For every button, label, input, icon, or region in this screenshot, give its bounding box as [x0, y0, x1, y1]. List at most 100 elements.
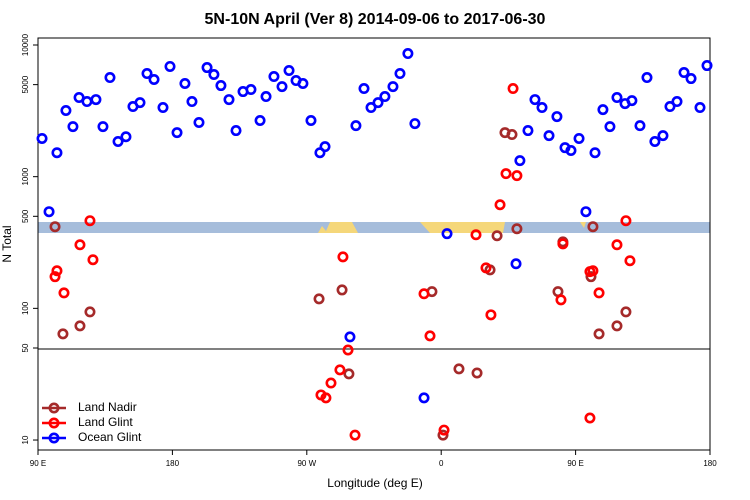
point: [611, 92, 623, 104]
point: [678, 67, 690, 79]
point: [74, 239, 86, 251]
point: [620, 215, 632, 227]
point: [112, 135, 124, 147]
point: [634, 120, 646, 132]
point: [494, 199, 506, 211]
point: [510, 258, 522, 270]
legend-label: Land Glint: [78, 415, 133, 429]
point: [297, 77, 309, 89]
point: [349, 429, 361, 441]
point: [507, 83, 519, 95]
point: [43, 206, 55, 218]
point: [379, 91, 391, 103]
y-tick-label: 500: [21, 209, 30, 223]
point: [358, 83, 370, 95]
y-tick-label: 100: [21, 301, 30, 315]
point: [437, 429, 449, 441]
point: [305, 115, 317, 127]
point: [641, 72, 653, 84]
point: [506, 129, 518, 141]
point: [344, 331, 356, 343]
point: [418, 288, 430, 300]
point: [201, 62, 213, 74]
legend-marker: [48, 402, 60, 414]
point: [120, 131, 132, 143]
point: [543, 130, 555, 142]
point: [141, 68, 153, 80]
point: [97, 121, 109, 133]
point: [334, 364, 346, 376]
point: [587, 221, 599, 233]
point: [260, 91, 272, 103]
point: [438, 424, 450, 436]
point: [343, 368, 355, 380]
point: [215, 80, 227, 92]
point: [342, 344, 354, 356]
point: [84, 215, 96, 227]
point: [587, 265, 599, 277]
point: [573, 132, 585, 144]
point: [223, 94, 235, 106]
point: [148, 73, 160, 85]
point: [230, 125, 242, 137]
land-patch: [318, 222, 358, 233]
point: [193, 116, 205, 128]
point: [593, 328, 605, 340]
point: [597, 104, 609, 116]
point: [57, 328, 69, 340]
y-tick-label: 50: [21, 343, 30, 352]
point: [186, 96, 198, 108]
legend-item: Ocean Glint: [42, 430, 142, 444]
point: [624, 255, 636, 267]
point: [441, 228, 453, 240]
point: [585, 271, 597, 283]
point: [701, 60, 713, 72]
point: [418, 392, 430, 404]
point: [424, 330, 436, 342]
point: [245, 84, 257, 96]
chart-title: 5N-10N April (Ver 8) 2014-09-06 to 2017-…: [205, 11, 546, 28]
point: [584, 412, 596, 424]
x-tick-label: 90 W: [297, 459, 316, 468]
point: [555, 294, 567, 306]
point: [84, 306, 96, 318]
legend-label: Ocean Glint: [78, 430, 142, 444]
point: [580, 206, 592, 218]
x-tick-label: 90 E: [30, 459, 46, 468]
point: [694, 102, 706, 114]
point: [671, 96, 683, 108]
point: [485, 309, 497, 321]
point: [276, 81, 288, 93]
y-axis-label: N Total: [0, 225, 14, 262]
x-tick-label: 0: [439, 459, 444, 468]
point: [402, 48, 414, 60]
point: [350, 120, 362, 132]
x-tick-label: 180: [166, 459, 180, 468]
point: [49, 271, 61, 283]
point: [104, 72, 116, 84]
x-tick-label: 90 E: [567, 459, 583, 468]
point: [611, 239, 623, 251]
point: [313, 293, 325, 305]
point: [179, 77, 191, 89]
point: [470, 229, 482, 241]
point: [90, 94, 102, 106]
point: [51, 265, 63, 277]
point: [268, 71, 280, 83]
legend-marker: [48, 417, 60, 429]
point: [372, 97, 384, 109]
point: [208, 68, 220, 80]
legend-marker: [48, 432, 60, 444]
point: [611, 320, 623, 332]
point: [337, 251, 349, 263]
point: [60, 105, 72, 117]
point: [157, 102, 169, 114]
land-patch: [580, 222, 586, 228]
point: [325, 377, 337, 389]
point: [480, 262, 492, 274]
point: [171, 127, 183, 139]
point: [409, 118, 421, 130]
point: [365, 102, 377, 114]
point: [254, 115, 266, 127]
